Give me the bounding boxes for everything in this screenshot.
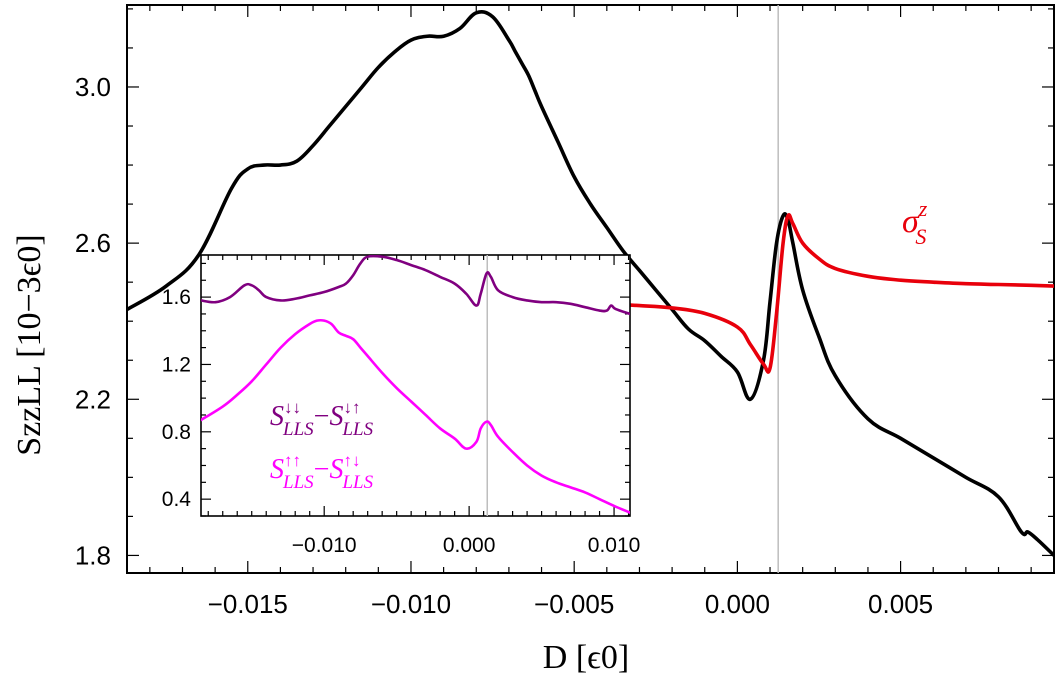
- inset-legend-down-sup2: ↓↑: [343, 398, 360, 417]
- inset-legend-down: S↓↓ LLS−S↓↑ LLS: [270, 398, 374, 440]
- main-y-tick-label: 3.0: [75, 72, 111, 102]
- x-axis-label-main: D [ϵ0]: [543, 639, 629, 676]
- y-axis-label: SzzLL [10−3ϵ0]: [11, 234, 48, 455]
- sigma-label-main: σ: [902, 203, 920, 240]
- main-x-tick-label: 0.005: [868, 589, 933, 619]
- sigma-label-sup: z: [918, 196, 928, 221]
- inset-legend-up-sub2: LLS: [341, 472, 373, 493]
- main-x-tick-label: 0.000: [705, 589, 770, 619]
- inset-x-tick-label: −0.010: [292, 534, 357, 557]
- inset-series-line-0: [201, 255, 630, 316]
- sigma-label-sub: S: [915, 224, 926, 249]
- inset-legend-down-main2: S: [329, 401, 343, 432]
- main-x-tick-label: −0.015: [208, 589, 288, 619]
- main-series-line-0: [127, 10, 1054, 558]
- inset-legend-up-sup: ↑↑: [284, 451, 301, 470]
- inset-legend-down-minus: −: [314, 401, 330, 432]
- inset-y-tick-label: 0.4: [162, 488, 192, 511]
- inset-frame: [200, 254, 631, 517]
- inset-legend-down-sub2: LLS: [341, 419, 373, 440]
- x-axis-label: D [ϵ0]: [543, 639, 629, 676]
- inset-y-tick-label: 0.8: [162, 421, 191, 444]
- inset-legend-down-sub: LLS: [282, 419, 314, 440]
- inset-x-tick-label: 0.010: [588, 534, 641, 557]
- main-y-tick-label: 2.2: [75, 384, 111, 414]
- inset-legend-up: S↑↑ LLS−S↑↓ LLS: [270, 451, 374, 493]
- sigma-series-label: σz S: [902, 196, 928, 249]
- inset-legend-up-main: S: [270, 454, 284, 485]
- inset-y-tick-label: 1.2: [162, 353, 191, 376]
- inset-y-tick-label: 1.6: [162, 286, 191, 309]
- inset-legend-down-sup: ↓↓: [284, 398, 301, 417]
- inset-legend-up-sub: LLS: [282, 472, 314, 493]
- main-y-tick-label: 1.8: [75, 540, 111, 570]
- inset-x-tick-label: 0.000: [443, 534, 496, 557]
- inset-legend-up-sup2: ↑↓: [343, 451, 360, 470]
- inset-legend-down-main: S: [270, 401, 284, 432]
- inset-legend-up-main2: S: [329, 454, 343, 485]
- y-axis-label-text: SzzLL [10−3ϵ0]: [11, 234, 48, 455]
- inset-legend-up-minus: −: [314, 454, 330, 485]
- main-x-tick-label: −0.010: [371, 589, 451, 619]
- inset-series-line-1: [201, 318, 630, 514]
- main-y-tick-label: 2.6: [75, 228, 111, 258]
- main-x-tick-label: −0.005: [534, 589, 614, 619]
